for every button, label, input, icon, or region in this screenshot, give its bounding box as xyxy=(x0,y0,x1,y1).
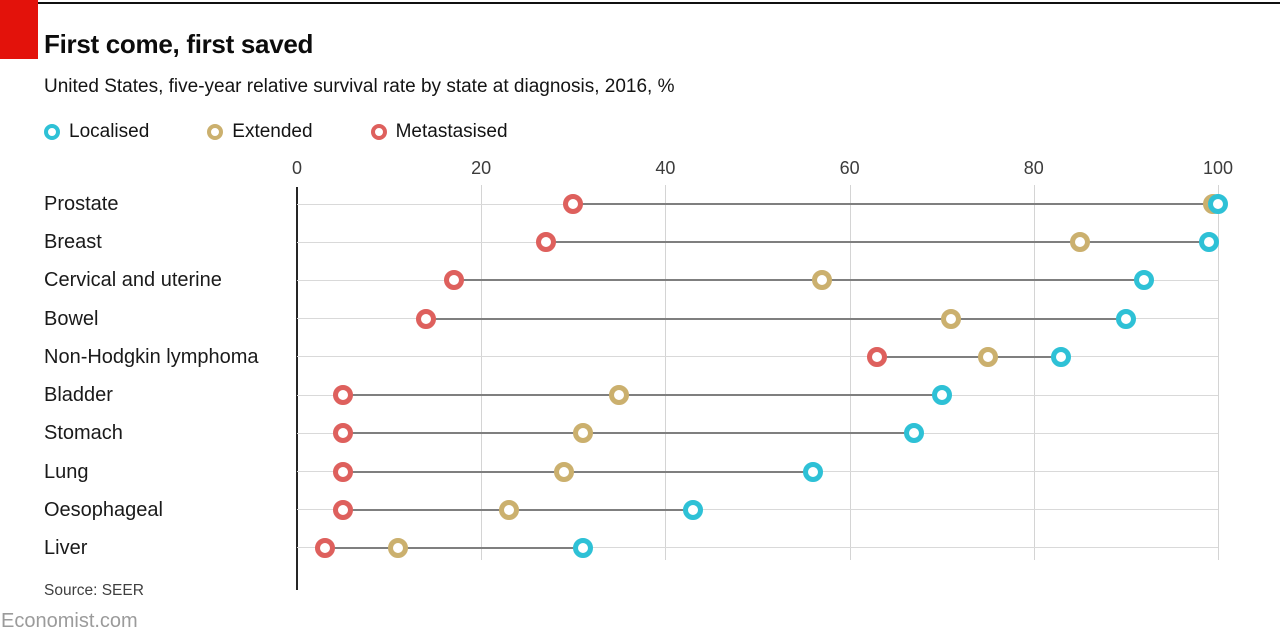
dumbbell-connector xyxy=(573,203,1218,205)
dot-localised xyxy=(683,499,704,520)
localised-ring-icon xyxy=(44,124,60,140)
dumbbell-connector xyxy=(545,241,1209,244)
row-line xyxy=(297,356,1218,358)
dot-metastasised xyxy=(563,194,584,214)
dumbbell-connector xyxy=(343,432,915,435)
legend-label-localised: Localised xyxy=(69,121,150,142)
dot-localised xyxy=(1115,308,1136,329)
dot-localised xyxy=(1198,232,1219,253)
metastasised-ring-icon xyxy=(370,124,387,140)
legend-label-extended: Extended xyxy=(232,121,313,142)
chart-title: First come, first saved xyxy=(44,29,314,59)
dumbbell-connector xyxy=(324,546,583,549)
x-tick-label-0: 0 xyxy=(291,158,302,178)
dot-localised xyxy=(1208,194,1228,214)
economist-red-tab xyxy=(0,0,38,59)
category-label: Non-Hodgkin lymphoma xyxy=(44,345,259,368)
dot-metastasised xyxy=(535,232,556,253)
dot-extended xyxy=(977,346,998,367)
x-tick-label-80: 80 xyxy=(1023,158,1044,178)
category-label: Bowel xyxy=(44,307,99,330)
dot-extended xyxy=(554,461,575,482)
grid-line-60 xyxy=(849,185,851,560)
dot-localised xyxy=(931,385,952,406)
dot-localised xyxy=(1134,270,1155,291)
dot-extended xyxy=(572,423,593,444)
site-credit: Economist.com xyxy=(1,610,138,632)
top-rule xyxy=(0,2,1280,4)
dumbbell-connector xyxy=(343,470,813,473)
y-axis-line xyxy=(296,187,298,590)
legend: Localised Extended Metastasised xyxy=(44,121,508,143)
legend-item-metastasised: Metastasised xyxy=(370,121,508,143)
dot-extended xyxy=(1069,232,1090,253)
dot-metastasised xyxy=(314,537,335,558)
dot-localised xyxy=(904,423,925,444)
category-label: Oesophageal xyxy=(44,498,163,521)
dumbbell-connector xyxy=(453,279,1145,282)
chart-subtitle: United States, five-year relative surviv… xyxy=(44,76,675,97)
dot-extended xyxy=(811,270,832,291)
dot-metastasised xyxy=(333,423,354,444)
dot-metastasised xyxy=(333,499,354,520)
category-label: Lung xyxy=(44,460,89,483)
dot-metastasised xyxy=(333,461,354,482)
row-line xyxy=(297,547,1218,549)
row-line xyxy=(297,509,1218,511)
dot-localised xyxy=(1051,346,1072,367)
dot-metastasised xyxy=(867,346,888,367)
category-label: Prostate xyxy=(44,193,119,215)
legend-item-localised: Localised xyxy=(44,121,149,143)
dot-localised xyxy=(802,461,823,482)
x-tick-label-20: 20 xyxy=(471,158,492,178)
category-label: Stomach xyxy=(44,422,123,445)
dot-extended xyxy=(609,385,630,406)
x-tick-label-100: 100 xyxy=(1202,158,1234,178)
category-label: Bladder xyxy=(44,384,113,407)
grid-line-20 xyxy=(481,185,483,560)
category-label: Liver xyxy=(44,536,88,559)
category-label: Cervical and uterine xyxy=(44,269,222,292)
dumbbell-connector xyxy=(877,355,1062,358)
dumbbell-connector xyxy=(343,394,942,397)
legend-label-metastasised: Metastasised xyxy=(395,121,508,142)
dot-metastasised xyxy=(443,270,464,291)
dot-metastasised xyxy=(415,308,436,329)
category-label: Breast xyxy=(44,231,102,254)
dot-extended xyxy=(940,308,961,329)
extended-ring-icon xyxy=(207,124,224,140)
x-tick-label-40: 40 xyxy=(655,158,676,178)
source-note: Source: SEER xyxy=(44,582,144,599)
dot-extended xyxy=(388,537,409,558)
grid-line-80 xyxy=(1033,185,1035,560)
dot-metastasised xyxy=(333,385,354,406)
legend-item-extended: Extended xyxy=(207,121,313,143)
x-tick-label-60: 60 xyxy=(839,158,860,178)
grid-line-100 xyxy=(1218,185,1219,560)
grid-line-40 xyxy=(665,185,667,560)
dumbbell-connector xyxy=(425,317,1126,320)
dot-extended xyxy=(498,499,519,520)
dot-localised xyxy=(572,537,593,558)
